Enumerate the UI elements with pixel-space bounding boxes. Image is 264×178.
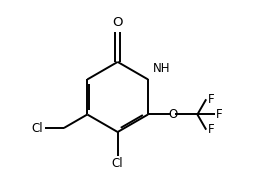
Text: F: F (216, 108, 223, 121)
Text: F: F (208, 93, 214, 106)
Text: Cl: Cl (31, 122, 43, 135)
Text: F: F (208, 123, 214, 136)
Text: O: O (112, 16, 123, 29)
Text: NH: NH (153, 62, 170, 75)
Text: Cl: Cl (112, 158, 124, 171)
Text: O: O (168, 108, 177, 121)
